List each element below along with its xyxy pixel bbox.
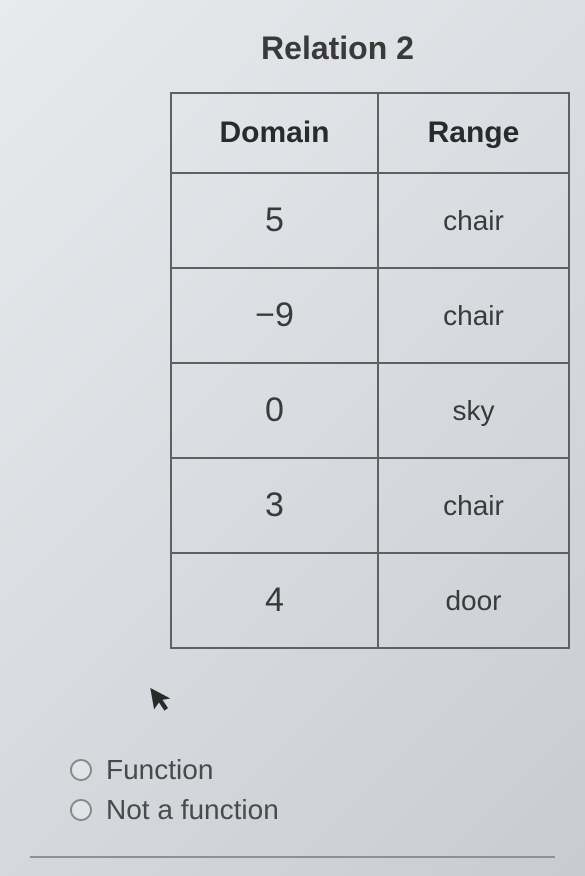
domain-cell: 0 bbox=[171, 363, 378, 458]
range-cell: sky bbox=[378, 363, 569, 458]
range-cell: door bbox=[378, 553, 569, 648]
domain-cell: −9 bbox=[171, 268, 378, 363]
option-not-a-function[interactable]: Not a function bbox=[70, 794, 279, 826]
table-row: 5 chair bbox=[171, 173, 569, 268]
domain-cell: 4 bbox=[171, 553, 378, 648]
relation-title: Relation 2 bbox=[0, 0, 585, 92]
range-cell: chair bbox=[378, 173, 569, 268]
domain-header: Domain bbox=[171, 93, 378, 173]
option-label: Function bbox=[106, 754, 213, 786]
relation-table: Domain Range 5 chair −9 chair 0 sky 3 ch… bbox=[170, 92, 570, 649]
table-row: 3 chair bbox=[171, 458, 569, 553]
table-row: −9 chair bbox=[171, 268, 569, 363]
bottom-divider bbox=[30, 856, 555, 858]
answer-options: Function Not a function bbox=[70, 746, 279, 826]
radio-icon[interactable] bbox=[70, 759, 92, 781]
radio-icon[interactable] bbox=[70, 799, 92, 821]
range-cell: chair bbox=[378, 268, 569, 363]
table-header-row: Domain Range bbox=[171, 93, 569, 173]
range-header: Range bbox=[378, 93, 569, 173]
relation-table-container: Domain Range 5 chair −9 chair 0 sky 3 ch… bbox=[170, 92, 570, 649]
domain-cell: 3 bbox=[171, 458, 378, 553]
range-cell: chair bbox=[378, 458, 569, 553]
domain-value: 9 bbox=[275, 296, 294, 334]
minus-sign: − bbox=[255, 296, 275, 334]
domain-cell: 5 bbox=[171, 173, 378, 268]
cursor-icon bbox=[147, 682, 177, 723]
table-row: 4 door bbox=[171, 553, 569, 648]
option-function[interactable]: Function bbox=[70, 754, 279, 786]
table-row: 0 sky bbox=[171, 363, 569, 458]
option-label: Not a function bbox=[106, 794, 279, 826]
